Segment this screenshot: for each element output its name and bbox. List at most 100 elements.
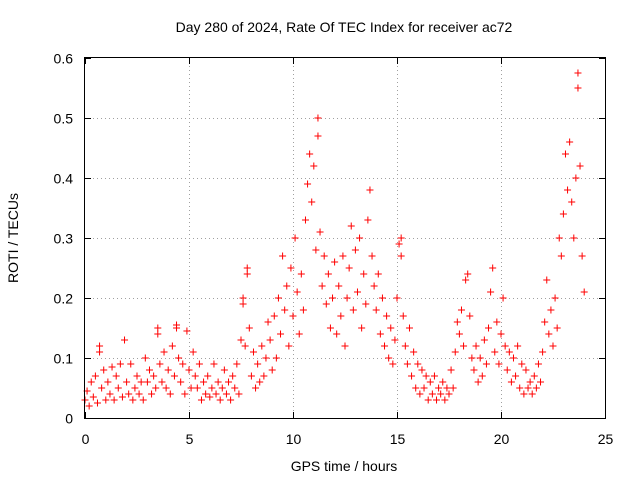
data-point (179, 360, 187, 368)
data-point (447, 366, 455, 374)
data-point (493, 318, 501, 326)
data-point (173, 324, 181, 332)
data-point (114, 384, 122, 392)
data-point (405, 324, 413, 332)
data-point (256, 378, 264, 386)
data-point (235, 390, 243, 398)
data-point (580, 288, 588, 296)
y-tick-label: 0 (65, 411, 73, 427)
data-point (370, 282, 378, 290)
data-point (470, 366, 478, 374)
data-point (385, 354, 393, 362)
data-point (154, 330, 162, 338)
x-tick-label: 5 (186, 431, 194, 447)
data-point (464, 270, 472, 278)
data-point (277, 330, 285, 338)
data-point (131, 384, 139, 392)
data-point (326, 324, 334, 332)
data-point (225, 378, 233, 386)
data-point (162, 384, 170, 392)
plot-frame (84, 57, 606, 419)
data-point (543, 276, 551, 284)
data-point (555, 234, 563, 242)
data-point (476, 354, 484, 362)
data-point (399, 312, 407, 320)
data-point (293, 288, 301, 296)
data-point (345, 264, 353, 272)
data-point (289, 312, 297, 320)
data-point (168, 342, 176, 350)
data-point (118, 393, 126, 401)
x-tick-label: 25 (598, 431, 614, 447)
data-point (254, 360, 262, 368)
data-point (570, 234, 578, 242)
data-point (152, 384, 160, 392)
data-point (360, 270, 368, 278)
data-point (347, 222, 355, 230)
data-point (516, 384, 524, 392)
data-point (393, 294, 401, 302)
data-point (231, 384, 239, 392)
data-point (356, 234, 364, 242)
data-point (443, 384, 451, 392)
data-point (474, 378, 482, 386)
data-point (135, 390, 143, 398)
data-point (528, 390, 536, 398)
data-point (243, 264, 251, 272)
data-point (420, 384, 428, 392)
data-point (102, 396, 110, 404)
data-point (260, 372, 268, 380)
data-point (530, 372, 538, 380)
data-point (227, 396, 235, 404)
data-point (96, 342, 104, 350)
x-tick-labels: 0 5 10 15 20 25 (82, 431, 614, 447)
x-tick-label: 0 (82, 431, 90, 447)
data-point (210, 360, 218, 368)
data-point (376, 330, 384, 338)
data-point (218, 384, 226, 392)
data-point (175, 354, 183, 362)
data-point (125, 390, 133, 398)
data-point (139, 396, 147, 404)
data-point (214, 378, 222, 386)
data-point (189, 348, 197, 356)
x-axis-title: GPS time / hours (291, 458, 398, 474)
data-point (258, 342, 266, 350)
data-point (489, 264, 497, 272)
data-point (374, 270, 382, 278)
data-point (220, 366, 228, 374)
data-point (148, 390, 156, 398)
y-tick-label: 0.1 (54, 351, 74, 367)
data-point (287, 264, 295, 272)
data-point (233, 360, 241, 368)
data-point (301, 216, 309, 224)
data-point (337, 312, 345, 320)
data-point (187, 384, 195, 392)
data-point (572, 174, 580, 182)
data-point (534, 360, 542, 368)
data-point (312, 246, 320, 254)
data-point (318, 282, 326, 290)
data-point (485, 324, 493, 332)
data-point (397, 234, 405, 242)
data-point (193, 384, 201, 392)
data-point (279, 252, 287, 260)
data-point (306, 150, 314, 158)
data-point (181, 390, 189, 398)
y-tick-label: 0.4 (54, 171, 74, 187)
data-point (341, 342, 349, 350)
data-point (339, 252, 347, 260)
data-point (141, 354, 149, 362)
data-point (362, 300, 370, 308)
data-point (453, 318, 461, 326)
data-point (381, 342, 389, 350)
data-point (526, 378, 534, 386)
data-point (164, 366, 172, 374)
data-point (383, 312, 391, 320)
data-point (322, 300, 330, 308)
data-point (412, 384, 420, 392)
data-point (291, 234, 299, 242)
data-point (104, 378, 112, 386)
data-point (559, 210, 567, 218)
